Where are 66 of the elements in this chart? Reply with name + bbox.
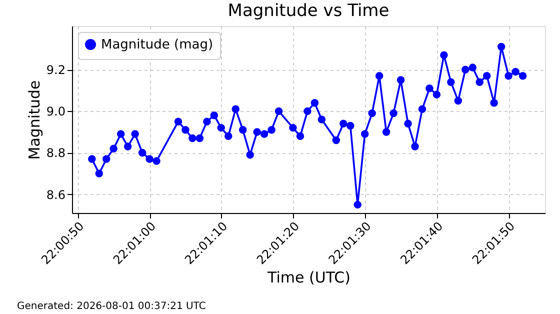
y-tick-label: 8.8 bbox=[46, 146, 66, 160]
point bbox=[440, 51, 448, 59]
point bbox=[454, 96, 462, 105]
point bbox=[490, 99, 498, 107]
point bbox=[116, 130, 125, 138]
point bbox=[274, 107, 283, 116]
point bbox=[238, 126, 247, 134]
point bbox=[512, 68, 520, 76]
point bbox=[468, 64, 476, 72]
point bbox=[124, 142, 132, 150]
point bbox=[396, 76, 405, 84]
legend-label: Magnitude (mag) bbox=[101, 38, 214, 52]
point bbox=[382, 128, 390, 136]
point bbox=[404, 120, 412, 128]
point bbox=[224, 132, 232, 140]
point bbox=[289, 124, 297, 132]
point bbox=[110, 144, 118, 152]
point bbox=[88, 155, 96, 163]
point bbox=[253, 128, 261, 136]
point bbox=[102, 155, 110, 163]
point bbox=[482, 72, 491, 80]
point bbox=[146, 155, 154, 163]
point bbox=[196, 134, 204, 142]
point bbox=[296, 132, 304, 140]
point bbox=[182, 126, 190, 134]
point bbox=[504, 72, 512, 80]
point bbox=[152, 157, 160, 165]
point bbox=[131, 130, 139, 138]
point bbox=[203, 118, 211, 126]
text: Generated: 2026-08-01 00:37:21 UTC bbox=[17, 301, 206, 312]
point bbox=[188, 134, 196, 142]
chart-title: Magnitude vs Time bbox=[228, 1, 390, 21]
point bbox=[518, 72, 527, 80]
point bbox=[304, 107, 312, 116]
y-tick-label: 8.6 bbox=[46, 188, 66, 202]
point bbox=[346, 122, 354, 130]
point bbox=[476, 78, 484, 86]
point bbox=[426, 84, 434, 92]
point bbox=[462, 66, 470, 74]
point bbox=[246, 150, 254, 159]
point bbox=[138, 148, 146, 157]
point bbox=[232, 105, 240, 113]
point bbox=[268, 126, 276, 134]
point bbox=[418, 105, 426, 113]
point bbox=[447, 78, 455, 86]
point bbox=[318, 116, 326, 124]
y-tick-label: 9.0 bbox=[46, 104, 66, 119]
point bbox=[390, 109, 398, 118]
point bbox=[217, 124, 226, 132]
point bbox=[432, 90, 441, 98]
point bbox=[340, 120, 348, 128]
point bbox=[411, 142, 419, 150]
x-axis-title: Time (UTC) bbox=[266, 268, 350, 286]
point bbox=[310, 99, 319, 107]
point bbox=[174, 118, 182, 126]
point bbox=[260, 130, 268, 138]
point bbox=[95, 170, 104, 178]
point bbox=[375, 72, 384, 80]
point bbox=[332, 136, 340, 144]
y-tick-label: 9.2 bbox=[46, 63, 66, 78]
point bbox=[210, 111, 218, 120]
y-axis-title: Magnitude bbox=[25, 80, 44, 160]
point bbox=[360, 130, 369, 138]
point bbox=[368, 109, 376, 118]
point bbox=[497, 42, 506, 51]
point bbox=[354, 200, 362, 209]
